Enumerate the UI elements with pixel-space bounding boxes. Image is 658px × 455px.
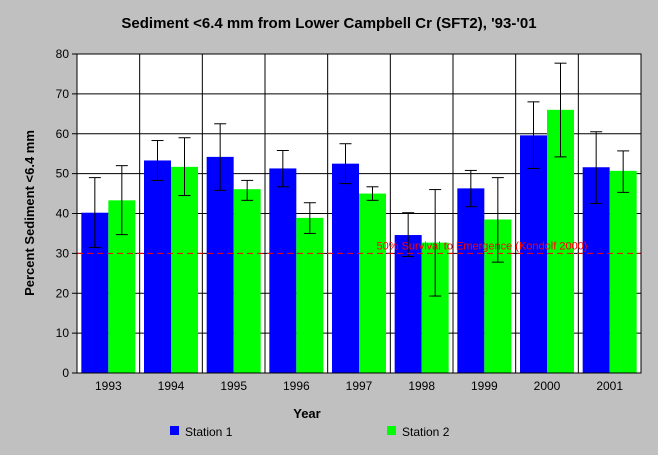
x-tick-label: 1998 [408, 379, 435, 393]
x-tick-label: 1996 [283, 379, 310, 393]
y-tick-label: 30 [56, 246, 70, 260]
y-tick-label: 10 [56, 326, 70, 340]
y-tick-label: 50 [56, 167, 70, 181]
y-axis-label: Percent Sediment <6.4 mm [22, 130, 37, 296]
plot-area: 0 10 20 30 40 50 60 70 80 1993 1994 1995 1996 1997 199… [56, 47, 642, 393]
bar-station-1-1994 [144, 160, 171, 373]
bar-station-1-1995 [206, 156, 234, 373]
bar-station-2-1997 [359, 193, 386, 373]
x-tick-label: 1999 [471, 379, 498, 393]
bar-station-1-1997 [332, 163, 359, 373]
x-tick-label: 1997 [346, 379, 373, 393]
x-tick-label: 1993 [95, 379, 122, 393]
legend-swatch-station-2 [387, 426, 396, 435]
reference-line-label: 50% Survival to Emergence (Kondolf 2000) [377, 240, 588, 252]
bar-station-2-1996 [296, 217, 324, 373]
y-tick-label: 80 [56, 47, 70, 61]
x-tick-label: 1995 [220, 379, 247, 393]
y-tick-label: 40 [56, 207, 70, 221]
bar-station-1-1996 [269, 168, 297, 373]
legend-label-station-1: Station 1 [185, 425, 233, 439]
bar-station-2-2001 [609, 170, 637, 373]
legend-swatch-station-1 [170, 426, 179, 435]
chart-title: Sediment <6.4 mm from Lower Campbell Cr … [121, 15, 536, 32]
legend-label-station-2: Station 2 [402, 425, 450, 439]
bar-station-2-1994 [171, 166, 198, 373]
bar-station-1-1999 [457, 188, 485, 373]
bar-station-1-1998 [394, 235, 422, 373]
bar-station-1-2000 [520, 135, 547, 373]
y-tick-label: 0 [62, 366, 69, 380]
legend: Station 1 Station 2 [170, 425, 450, 439]
y-tick-label: 70 [56, 87, 70, 101]
x-tick-label: 2001 [596, 379, 623, 393]
y-tick-label: 60 [56, 127, 70, 141]
x-tick-label: 2000 [534, 379, 561, 393]
y-tick-label: 20 [56, 286, 70, 300]
x-tick-label: 1994 [158, 379, 185, 393]
plot-frame [76, 53, 642, 374]
x-axis-label: Year [293, 406, 320, 421]
bar-station-2-1995 [233, 189, 261, 373]
